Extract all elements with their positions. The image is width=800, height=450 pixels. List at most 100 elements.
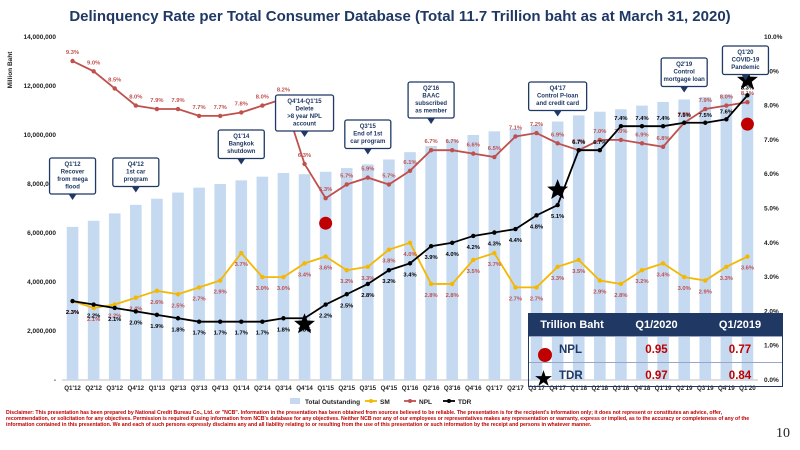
npl-data-label: 7.0% bbox=[614, 129, 627, 135]
callout-text: car program bbox=[350, 139, 385, 145]
total-outstanding-bar bbox=[446, 139, 458, 380]
total-outstanding-bar bbox=[509, 128, 522, 380]
callout-text: Q2'19 bbox=[676, 62, 693, 68]
tdr-data-label: 3.9% bbox=[424, 255, 437, 261]
sm-data-label: 3.7% bbox=[235, 262, 248, 268]
total-outstanding-bar bbox=[720, 94, 733, 380]
total-outstanding-bar bbox=[404, 152, 416, 380]
page-title: Delinquency Rate per Total Consumer Data… bbox=[69, 8, 731, 25]
tdr-data-label: 3.4% bbox=[403, 272, 416, 278]
sm-data-label: 3.3% bbox=[551, 276, 564, 282]
npl-point bbox=[471, 151, 476, 156]
total-outstanding-bar bbox=[636, 105, 648, 380]
sm-data-label: 2.9% bbox=[699, 290, 712, 296]
sm-point bbox=[217, 278, 223, 283]
callout-pointer bbox=[427, 118, 436, 124]
sm-point bbox=[112, 302, 117, 307]
legend-marker-npl bbox=[408, 399, 412, 403]
tdr-point bbox=[175, 316, 181, 321]
sm-data-label: 3.6% bbox=[319, 266, 332, 272]
sm-point bbox=[386, 247, 392, 252]
y-left-tick-label: 12,000,000 bbox=[23, 83, 56, 90]
tdr-data-label: 2.1% bbox=[108, 317, 121, 323]
sm-point bbox=[175, 292, 181, 297]
tdr-point bbox=[344, 292, 349, 297]
tdr-point bbox=[576, 147, 581, 153]
x-tick-label: Q4'17 bbox=[549, 385, 566, 392]
tdr-point bbox=[365, 281, 371, 287]
tdr-highlight-star bbox=[547, 179, 569, 199]
x-tick-label: Q2'17 bbox=[507, 385, 524, 392]
tdr-point bbox=[428, 244, 434, 249]
sm-data-label: 2.5% bbox=[171, 303, 184, 309]
tdr-point bbox=[660, 123, 666, 129]
sm-point bbox=[323, 254, 328, 259]
sm-data-label: 3.0% bbox=[256, 286, 269, 292]
sm-data-label: 2.3% bbox=[66, 310, 79, 316]
sm-point bbox=[618, 281, 624, 287]
tdr-data-label: 1.8% bbox=[277, 327, 290, 333]
x-tick-label: Q3'17 bbox=[528, 385, 545, 392]
sm-point bbox=[365, 264, 371, 270]
legend-label: Total Outstanding bbox=[305, 399, 360, 406]
table-row-tdr: ★ TDR 0.97 0.84 bbox=[529, 362, 782, 389]
tdr-point bbox=[217, 319, 223, 324]
summary-table-header: Trillion Baht Q1/2020 Q1/2019 bbox=[529, 314, 782, 336]
npl-point bbox=[302, 161, 307, 167]
npl-point bbox=[618, 137, 624, 143]
x-tick-label: Q3'12 bbox=[106, 385, 123, 392]
tdr-data-label: 4.3% bbox=[488, 242, 501, 248]
sm-point bbox=[492, 250, 497, 256]
sm-point bbox=[597, 278, 603, 283]
x-tick-label: Q1'17 bbox=[486, 385, 503, 392]
npl-point bbox=[492, 154, 497, 160]
callout-pointer bbox=[237, 158, 246, 165]
tdr-point bbox=[260, 319, 265, 324]
npl-data-label: 7.8% bbox=[235, 101, 248, 107]
tdr-data-label: 7.4% bbox=[614, 116, 627, 122]
total-outstanding-bar bbox=[551, 121, 564, 381]
tdr-point bbox=[555, 202, 560, 208]
tdr-point bbox=[513, 226, 518, 232]
y-right-tick-label: 8.0% bbox=[764, 103, 779, 110]
callout-text: BAAC bbox=[422, 94, 440, 100]
npl-point bbox=[323, 196, 328, 201]
y-left-axis-label: Million Baht bbox=[7, 51, 14, 89]
x-tick-label: Q4'13 bbox=[212, 385, 229, 392]
callout-pointer bbox=[553, 110, 562, 117]
npl-data-label: 8.0% bbox=[720, 95, 733, 101]
x-tick-label: Q3'15 bbox=[360, 385, 377, 392]
y-left-tick-label: 10,000,000 bbox=[23, 132, 56, 139]
sm-data-label: 4.0% bbox=[403, 252, 416, 258]
npl-point bbox=[112, 86, 117, 91]
npl-point bbox=[154, 106, 160, 112]
sm-point bbox=[344, 268, 349, 273]
npl-data-label: 7.7% bbox=[192, 105, 205, 111]
tdr-point bbox=[407, 261, 413, 266]
x-tick-label: Q3'14 bbox=[275, 385, 292, 392]
npl-point bbox=[660, 144, 666, 149]
sm-data-label: 3.3% bbox=[361, 276, 374, 282]
sm-point bbox=[681, 274, 687, 280]
x-tick-label: Q4'16 bbox=[465, 385, 482, 392]
callout-pointer bbox=[68, 194, 77, 200]
sm-point bbox=[660, 261, 666, 266]
total-outstanding-bar bbox=[87, 220, 100, 380]
tdr-data-label: 4.0% bbox=[446, 252, 459, 258]
npl-data-label: 5.7% bbox=[382, 173, 395, 179]
total-outstanding-bar bbox=[488, 131, 501, 380]
sm-point bbox=[260, 274, 265, 280]
callout-text: 1st car bbox=[126, 170, 146, 176]
sm-point bbox=[555, 264, 560, 270]
npl-point bbox=[555, 141, 560, 146]
x-tick-label: Q3'19 bbox=[697, 385, 714, 392]
npl-highlight-dot bbox=[740, 117, 754, 131]
total-outstanding-bar bbox=[467, 135, 480, 380]
sm-data-label: 2.6% bbox=[150, 300, 163, 306]
sm-point bbox=[133, 295, 139, 300]
tdr-data-label: 1.8% bbox=[298, 327, 311, 333]
sm-data-label: 3.4% bbox=[298, 272, 311, 278]
legend-label: TDR bbox=[458, 399, 472, 406]
y-left-tick-label: 8,000,000 bbox=[27, 181, 56, 188]
